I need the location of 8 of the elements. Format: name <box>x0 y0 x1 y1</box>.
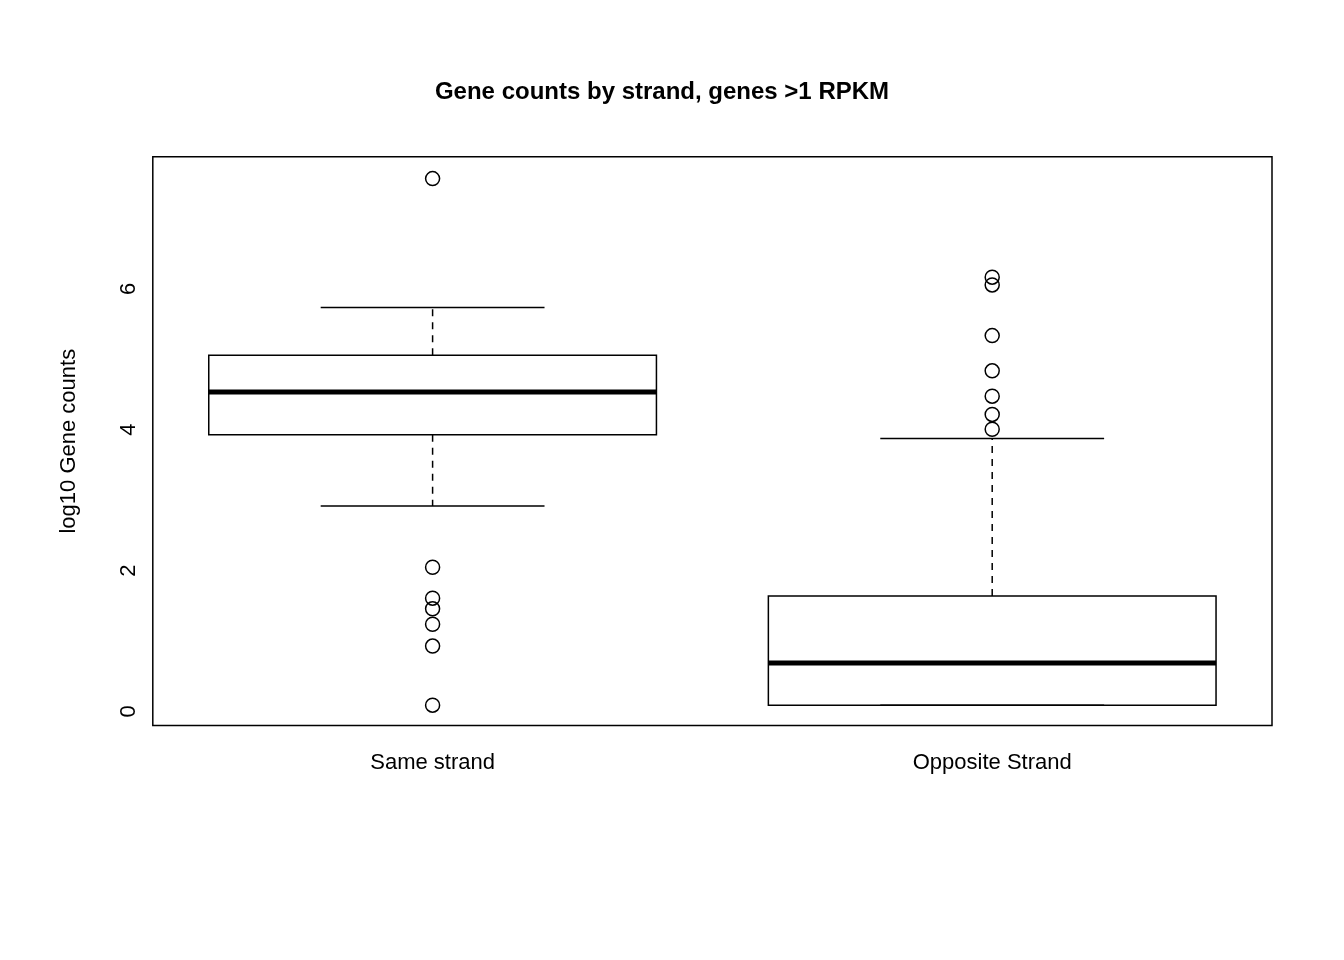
y-tick-label: 0 <box>114 705 140 718</box>
chart-title: Gene counts by strand, genes >1 RPKM <box>434 77 890 105</box>
x-tick-label: Opposite Strand <box>912 748 1072 774</box>
x-tick-label: Same strand <box>370 748 495 774</box>
y-axis-title: log10 Gene counts <box>55 348 81 534</box>
y-tick-label: 2 <box>114 564 140 577</box>
y-tick-label: 4 <box>114 423 140 436</box>
y-tick-label: 6 <box>114 282 140 296</box>
